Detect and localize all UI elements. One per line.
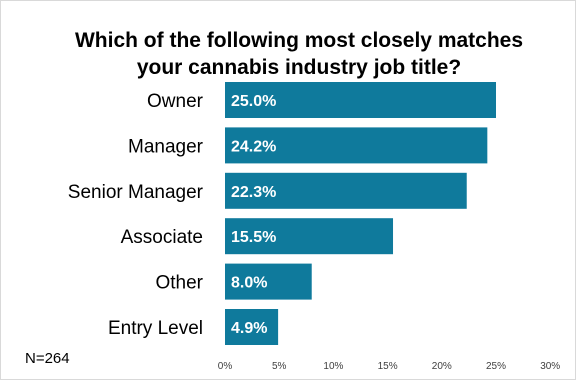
bar-value-label: 8.0% [231, 275, 267, 292]
x-tick-label: 15% [378, 361, 398, 372]
bar-value-label: 25.0% [231, 93, 276, 110]
sample-size-note: N=264 [25, 350, 70, 367]
x-tick-label: 20% [432, 361, 452, 372]
bar-value-label: 15.5% [231, 229, 276, 246]
bar-manager [225, 127, 488, 164]
category-label: Associate [121, 227, 203, 248]
bar-entry-level [225, 309, 279, 345]
x-tick-label: 25% [486, 361, 506, 372]
category-label: Owner [147, 91, 204, 112]
category-label: Other [155, 273, 203, 294]
category-label: Senior Manager [68, 182, 204, 203]
category-label: Entry Level [108, 318, 203, 339]
bar-value-label: 22.3% [231, 184, 276, 201]
chart-title-line-2: your cannabis industry job title? [137, 56, 461, 79]
bar-value-label: 4.9% [231, 320, 267, 337]
x-tick-label: 10% [323, 361, 343, 372]
x-tick-label: 30% [540, 361, 560, 372]
bars-group: Owner 25.0% Manager 24.2% Senior Manager 22.3… [68, 82, 496, 345]
x-tick-label: 5% [272, 361, 287, 372]
bar-other [225, 263, 312, 300]
bar-value-label: 24.2% [231, 138, 276, 155]
x-axis-ticks: 0% 5% 10% 15% 20% 25% 30% [218, 361, 561, 372]
category-label: Manager [128, 136, 204, 157]
bar-owner [225, 82, 496, 118]
bar-senior-manager [225, 172, 467, 209]
x-tick-label: 0% [218, 361, 233, 372]
bar-associate [225, 218, 394, 255]
chart-title-line-1: Which of the following most closely matc… [75, 29, 523, 52]
